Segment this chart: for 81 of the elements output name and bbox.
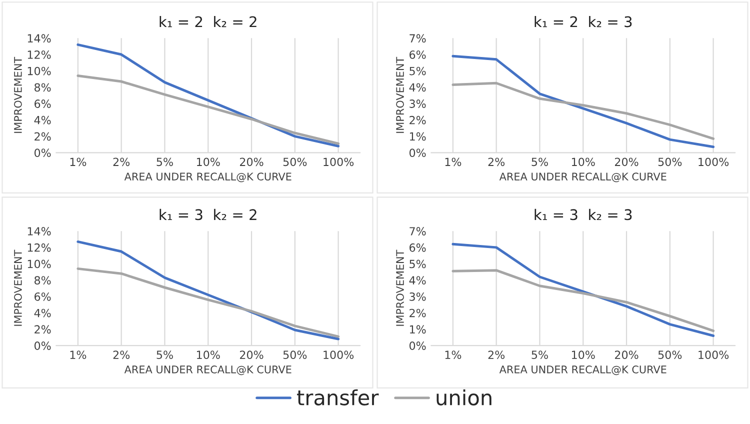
y-tick-label: 1% [410,325,426,334]
x-tick-label: 5% [532,350,548,360]
x-tick-label: 100% [324,158,354,166]
y-tick-label: 10% [28,66,51,76]
legend-label: transfer [297,389,379,406]
line-series [452,242,715,337]
x-tick-label: 10% [196,350,220,360]
x-tick-label: 1% [70,350,86,360]
x-tick-label: 5% [156,350,173,360]
x-tick-label: 10% [196,158,220,166]
x-tick-label: 20% [614,350,638,360]
y-tick-label: 6% [34,100,51,108]
y-tick-label: 4% [34,308,51,318]
y-tick-label: 5% [410,260,426,268]
y-tick-label: 0% [34,342,51,350]
x-axis-title: AREA UNDER RECALL@K CURVE [499,172,666,182]
x-tick-label: 50% [283,350,307,360]
x-axis-title: AREA UNDER RECALL@K CURVE [124,366,292,376]
chart-title: k₁ = 3 k₂ = 3 [534,208,632,220]
x-tick-label: 50% [658,158,682,166]
line-series [452,269,715,332]
legend-label: union [436,389,492,406]
y-tick-label: 4% [34,116,51,124]
y-tick-label: 12% [28,243,51,252]
y-axis-title: IMPROVEMENT [14,250,22,326]
chart-title: k₁ = 2 k₂ = 2 [160,16,256,28]
x-tick-label: 50% [283,158,307,166]
x-tick-label: 10% [572,350,595,360]
y-tick-label: 8% [34,276,51,285]
x-tick-label: 1% [445,350,462,360]
y-tick-label: 1% [410,132,426,141]
x-axis-title: AREA UNDER RECALL@K CURVE [124,172,292,182]
y-axis-title: IMPROVEMENT [396,56,404,133]
x-tick-label: 1% [70,158,86,166]
y-tick-label: 14% [28,227,51,236]
line-series [452,54,715,148]
x-tick-label: 20% [240,158,264,166]
y-axis-title: IMPROVEMENT [14,56,22,133]
line-series [76,240,340,340]
y-tick-label: 6% [34,292,51,301]
x-tick-label: 10% [572,158,595,166]
y-tick-label: 7% [410,34,426,43]
x-tick-label: 5% [532,158,548,166]
y-tick-label: 10% [28,260,51,268]
y-tick-label: 6% [410,50,426,59]
x-tick-label: 2% [113,158,130,166]
y-tick-label: 6% [410,243,426,252]
y-tick-label: 0% [409,342,426,350]
chart-title: k₁ = 2 k₂ = 3 [534,16,632,28]
y-tick-label: 0% [34,148,51,158]
x-tick-label: 100% [324,350,354,360]
y-tick-label: 2% [34,325,51,334]
x-tick-label: 2% [488,158,505,166]
y-tick-label: 7% [410,227,426,236]
y-tick-label: 0% [409,148,426,158]
x-axis-title: AREA UNDER RECALL@K CURVE [499,366,666,376]
line-series [76,74,340,145]
y-tick-label: 12% [28,50,51,59]
x-tick-label: 20% [614,158,638,166]
y-tick-label: 8% [34,83,51,92]
x-tick-label: 5% [156,158,173,166]
x-tick-label: 20% [240,350,264,360]
y-tick-label: 2% [410,308,426,318]
y-tick-label: 3% [410,292,426,301]
line-series [76,267,340,338]
x-tick-label: 50% [658,350,682,360]
x-tick-label: 100% [698,158,729,166]
chart-title: k₁ = 3 k₂ = 2 [160,208,256,220]
line-series [452,82,715,140]
y-tick-label: 5% [410,66,426,76]
y-tick-label: 4% [409,83,426,92]
x-tick-label: 100% [698,350,729,360]
x-tick-label: 2% [113,350,130,360]
y-tick-label: 2% [34,132,51,141]
y-tick-label: 14% [28,34,51,43]
y-tick-label: 4% [409,276,426,285]
y-tick-label: 2% [410,116,426,124]
y-axis-title: IMPROVEMENT [396,250,404,326]
x-tick-label: 2% [488,350,505,360]
y-tick-label: 3% [410,100,426,108]
x-tick-label: 1% [445,158,462,166]
